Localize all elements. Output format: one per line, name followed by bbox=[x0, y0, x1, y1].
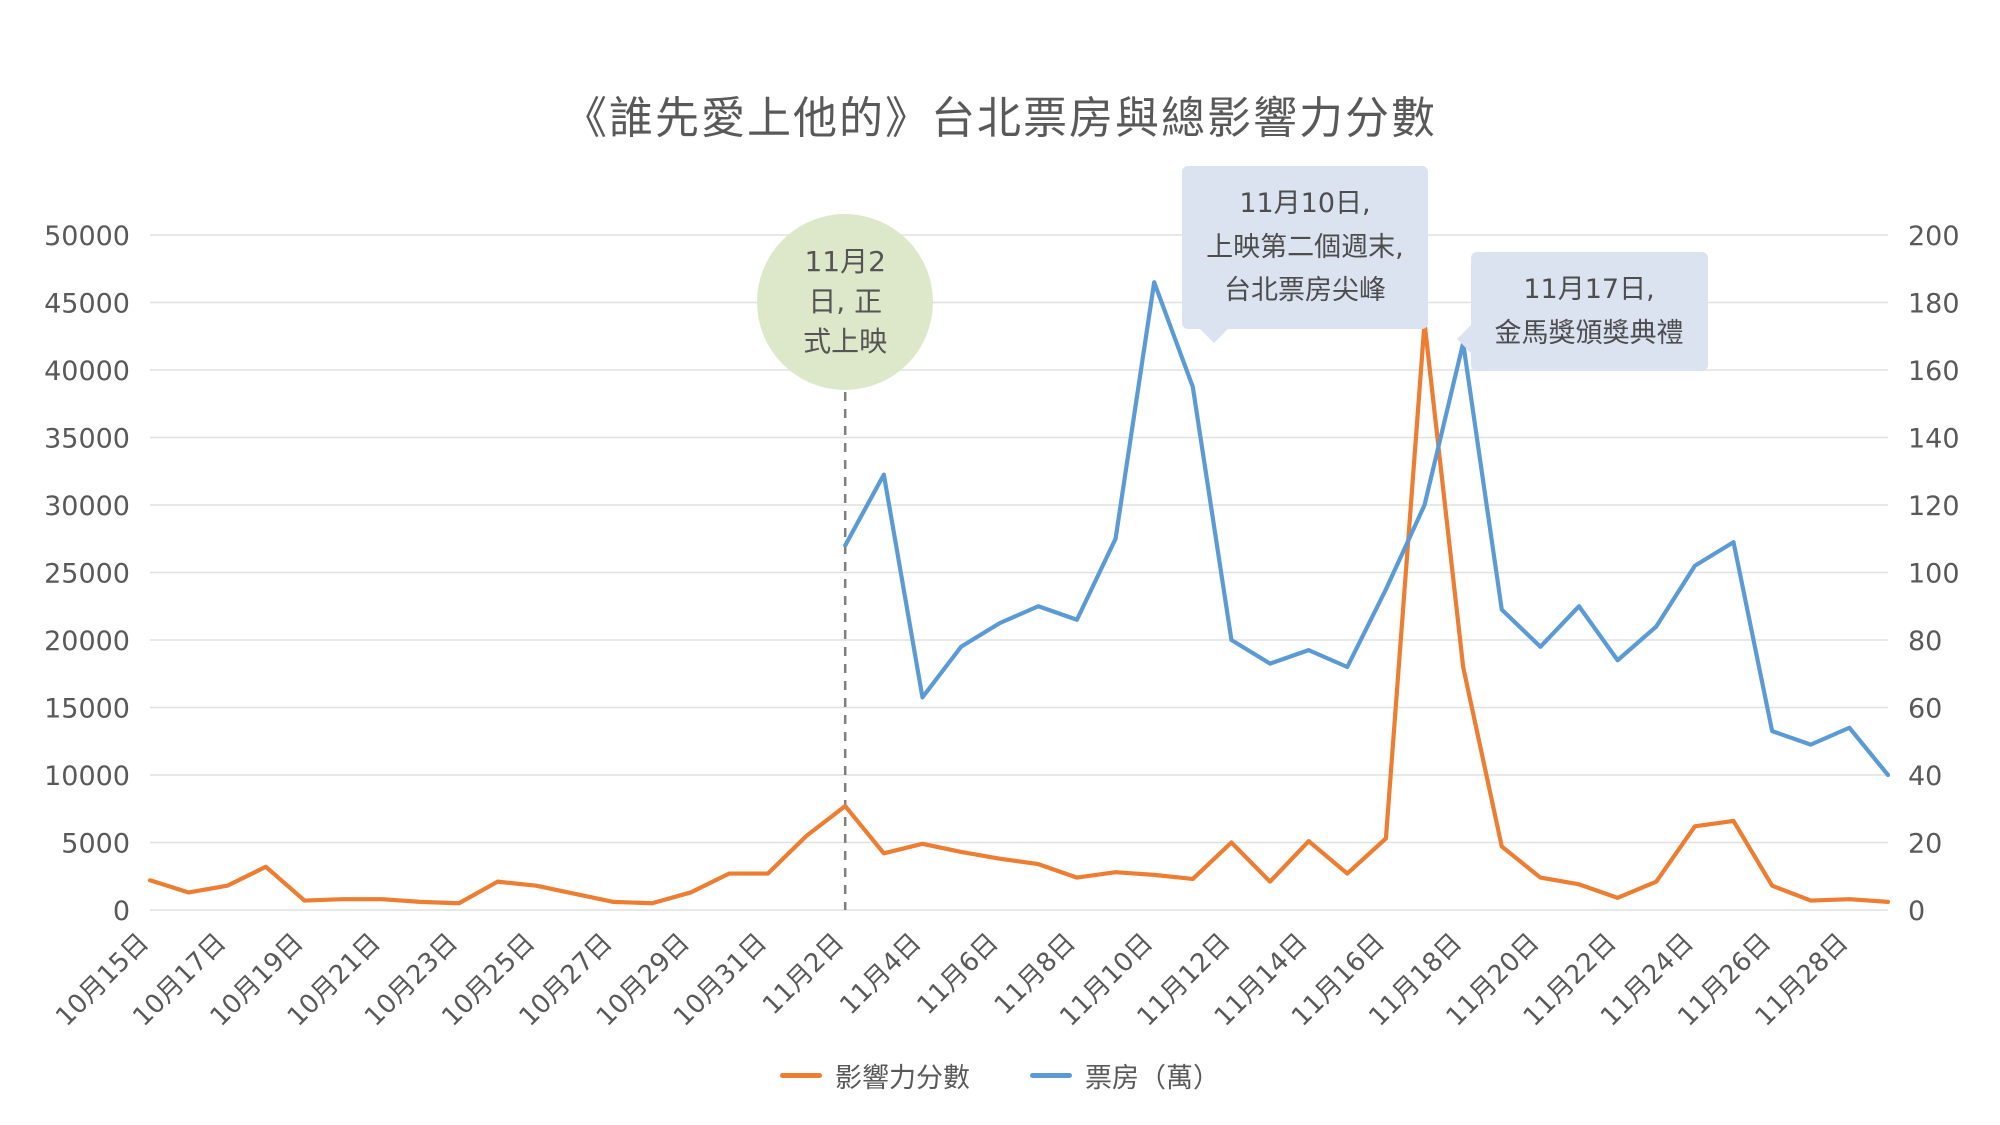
left-axis-tick-label: 25000 bbox=[44, 559, 130, 590]
left-axis-tick-label: 20000 bbox=[44, 626, 130, 657]
annotation-second-weekend: 11月10日, 上映第二個週末, 台北票房尖峰 bbox=[1182, 166, 1428, 330]
left-axis-tick-label: 45000 bbox=[44, 289, 130, 320]
influence-score-line bbox=[147, 320, 1891, 906]
right-axis-tick-label: 20 bbox=[1908, 829, 1942, 860]
x-axis-tick-label: 11月6日 bbox=[912, 928, 1005, 1021]
legend-item-influence-score: 影響力分數 bbox=[780, 1056, 970, 1095]
chart-title: 《誰先愛上他的》台北票房與總影響力分數 bbox=[563, 93, 1437, 144]
right-axis-tick-label: 160 bbox=[1908, 356, 1960, 387]
right-axis-tick-label: 200 bbox=[1908, 221, 1960, 252]
right-axis-tick-label: 180 bbox=[1908, 289, 1960, 320]
right-axis-tick-label: 60 bbox=[1908, 694, 1942, 725]
annotation-golden-horse: 11月17日, 金馬獎頒獎典禮 bbox=[1470, 252, 1708, 372]
annotation-second-weekend-line-2: 上映第二個週末, bbox=[1206, 231, 1404, 263]
box-office-line bbox=[843, 280, 1891, 778]
annotation-release-line-2: 日, 正 bbox=[808, 285, 883, 319]
left-axis-tick-label: 40000 bbox=[44, 356, 130, 387]
right-axis-tick-label: 100 bbox=[1908, 559, 1960, 590]
left-axis-tick-label: 30000 bbox=[44, 491, 130, 522]
left-axis-tick-label: 50000 bbox=[44, 221, 130, 252]
legend-label-influence-score: 影響力分數 bbox=[835, 1063, 970, 1094]
annotation-release-line-3: 式上映 bbox=[803, 324, 888, 358]
annotation-second-weekend-line-1: 11月10日, bbox=[1239, 188, 1371, 219]
annotation-second-weekend-line-3: 台北票房尖峰 bbox=[1223, 275, 1386, 307]
chart-legend: 影響力分數 票房（萬） bbox=[0, 1056, 2000, 1095]
legend-item-box-office: 票房（萬） bbox=[1030, 1056, 1220, 1095]
right-axis-tick-label: 120 bbox=[1908, 491, 1960, 522]
x-axis-tick-label: 11月4日 bbox=[834, 928, 927, 1021]
left-axis-tick-label: 0 bbox=[113, 896, 130, 927]
right-axis-tick-label: 140 bbox=[1908, 424, 1960, 455]
right-axis-tick-label: 0 bbox=[1908, 896, 1925, 927]
annotation-golden-horse-line-1: 11月17日, bbox=[1523, 274, 1655, 305]
annotation-release-line-1: 11月2 bbox=[804, 245, 886, 279]
left-axis-tick-label: 15000 bbox=[44, 694, 130, 725]
legend-label-box-office: 票房（萬） bbox=[1085, 1063, 1220, 1094]
box-office-line-swatch bbox=[1030, 1073, 1072, 1078]
right-axis-tick-label: 80 bbox=[1908, 626, 1942, 657]
right-axis-tick-label: 40 bbox=[1908, 761, 1942, 792]
annotation-release-date: 11月2 日, 正 式上映 bbox=[757, 214, 934, 390]
x-axis-tick-label: 11月2日 bbox=[757, 928, 850, 1021]
left-axis-tick-label: 35000 bbox=[44, 424, 130, 455]
left-axis-tick-label: 5000 bbox=[61, 829, 130, 860]
influence-score-line-swatch bbox=[780, 1073, 822, 1078]
annotation-golden-horse-line-2: 金馬獎頒獎典禮 bbox=[1494, 317, 1684, 349]
left-axis-tick-label: 10000 bbox=[44, 761, 130, 792]
